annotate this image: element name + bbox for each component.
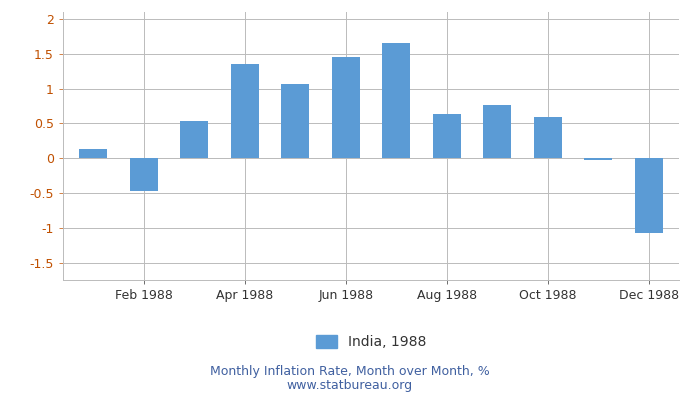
Bar	[231, 64, 259, 158]
Bar	[483, 105, 511, 158]
Bar	[130, 158, 158, 191]
Bar	[382, 43, 410, 158]
Bar	[534, 117, 561, 158]
Bar	[281, 84, 309, 158]
Legend: India, 1988: India, 1988	[310, 330, 432, 355]
Bar	[181, 121, 208, 158]
Bar	[79, 149, 107, 158]
Text: Monthly Inflation Rate, Month over Month, %: Monthly Inflation Rate, Month over Month…	[210, 366, 490, 378]
Text: www.statbureau.org: www.statbureau.org	[287, 380, 413, 392]
Bar	[635, 158, 663, 233]
Bar	[332, 57, 360, 158]
Bar	[433, 114, 461, 158]
Bar	[584, 158, 612, 160]
